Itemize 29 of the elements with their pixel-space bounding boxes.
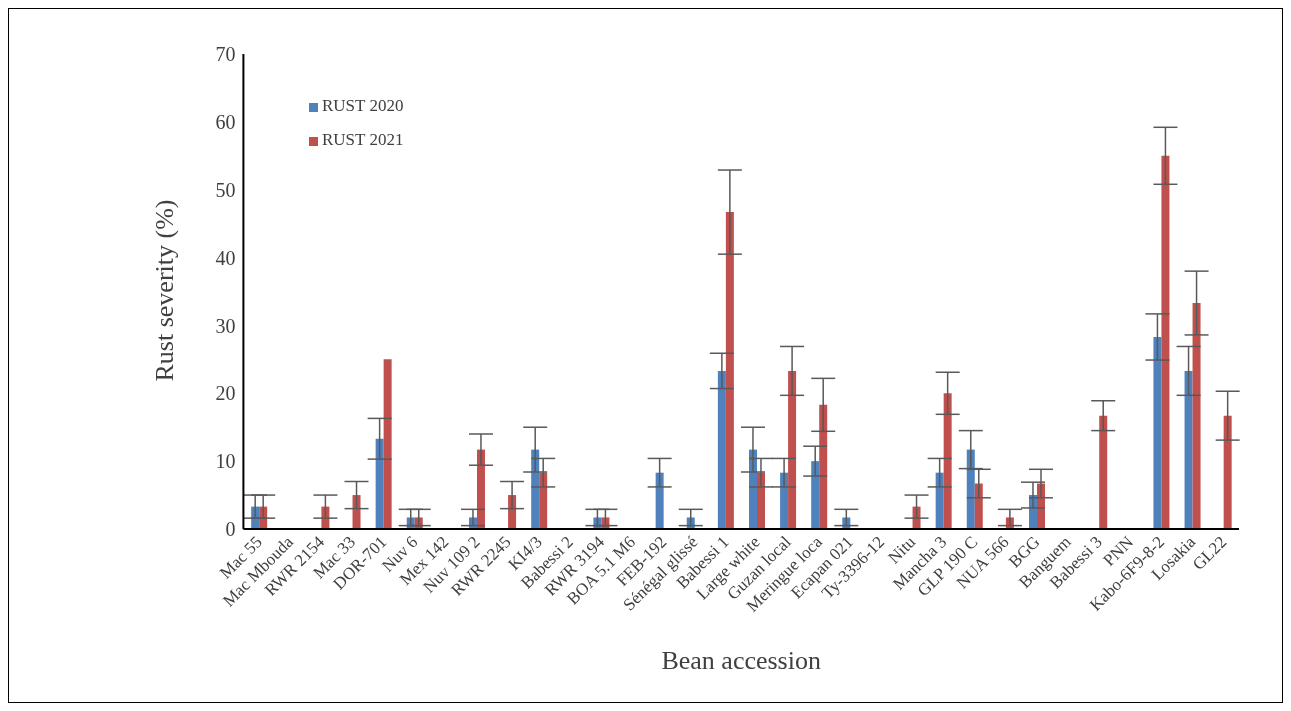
- x-axis-title: Bean accession: [661, 646, 821, 675]
- bar: [943, 393, 952, 529]
- bar: [935, 472, 944, 529]
- y-tick-label: 50: [215, 178, 236, 201]
- legend-label: RUST 2021: [322, 130, 404, 149]
- bar: [1153, 336, 1162, 529]
- y-tick-label: 70: [215, 43, 236, 66]
- y-tick-label: 10: [215, 450, 236, 473]
- y-tick-label: 20: [215, 382, 236, 405]
- y-axis-title: Rust severity (%): [149, 199, 179, 382]
- bar: [725, 212, 734, 529]
- bar: [811, 461, 820, 529]
- bar: [383, 359, 392, 529]
- bar: [819, 404, 828, 529]
- bar: [375, 438, 384, 529]
- bar: [1161, 155, 1170, 529]
- bar: [1184, 370, 1193, 529]
- bar: [1223, 415, 1232, 529]
- bar: [1099, 415, 1108, 529]
- bar: [655, 472, 664, 529]
- y-tick-label: 40: [215, 246, 236, 269]
- bar: [717, 370, 726, 529]
- legend-label: RUST 2020: [322, 96, 404, 115]
- bar: [352, 495, 361, 529]
- y-tick-label: 60: [215, 110, 236, 133]
- bar: [788, 370, 797, 529]
- y-tick-label: 0: [225, 518, 236, 541]
- bar: [1192, 303, 1201, 529]
- y-tick-label: 30: [215, 314, 236, 337]
